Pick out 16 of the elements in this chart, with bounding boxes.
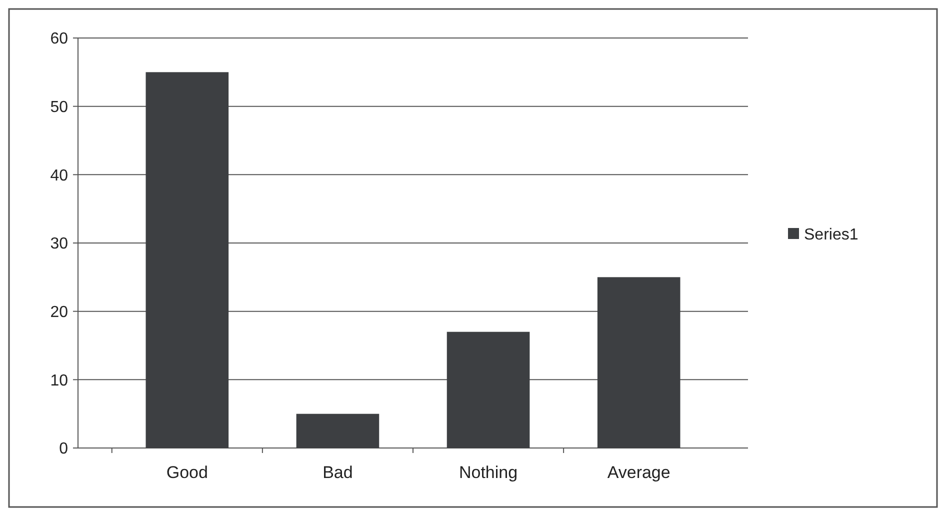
- bar: [446, 332, 530, 448]
- y-tick-label: 10: [50, 372, 68, 390]
- x-tick-label: Nothing: [458, 463, 518, 482]
- y-tick-label: 50: [50, 98, 68, 116]
- y-tick-label: 0: [59, 440, 68, 458]
- x-tick-label: Good: [166, 463, 208, 482]
- legend-label: Series1: [804, 226, 858, 244]
- bar: [296, 414, 380, 448]
- x-tick-label: Bad: [322, 463, 353, 482]
- y-tick-label: 30: [50, 236, 68, 253]
- y-tick-label: 40: [50, 167, 68, 184]
- x-tick-label: Average: [607, 463, 670, 482]
- y-tick-label: 20: [50, 304, 68, 321]
- y-tick-label: 60: [50, 30, 68, 48]
- bar: [146, 72, 229, 448]
- bar: [597, 277, 680, 448]
